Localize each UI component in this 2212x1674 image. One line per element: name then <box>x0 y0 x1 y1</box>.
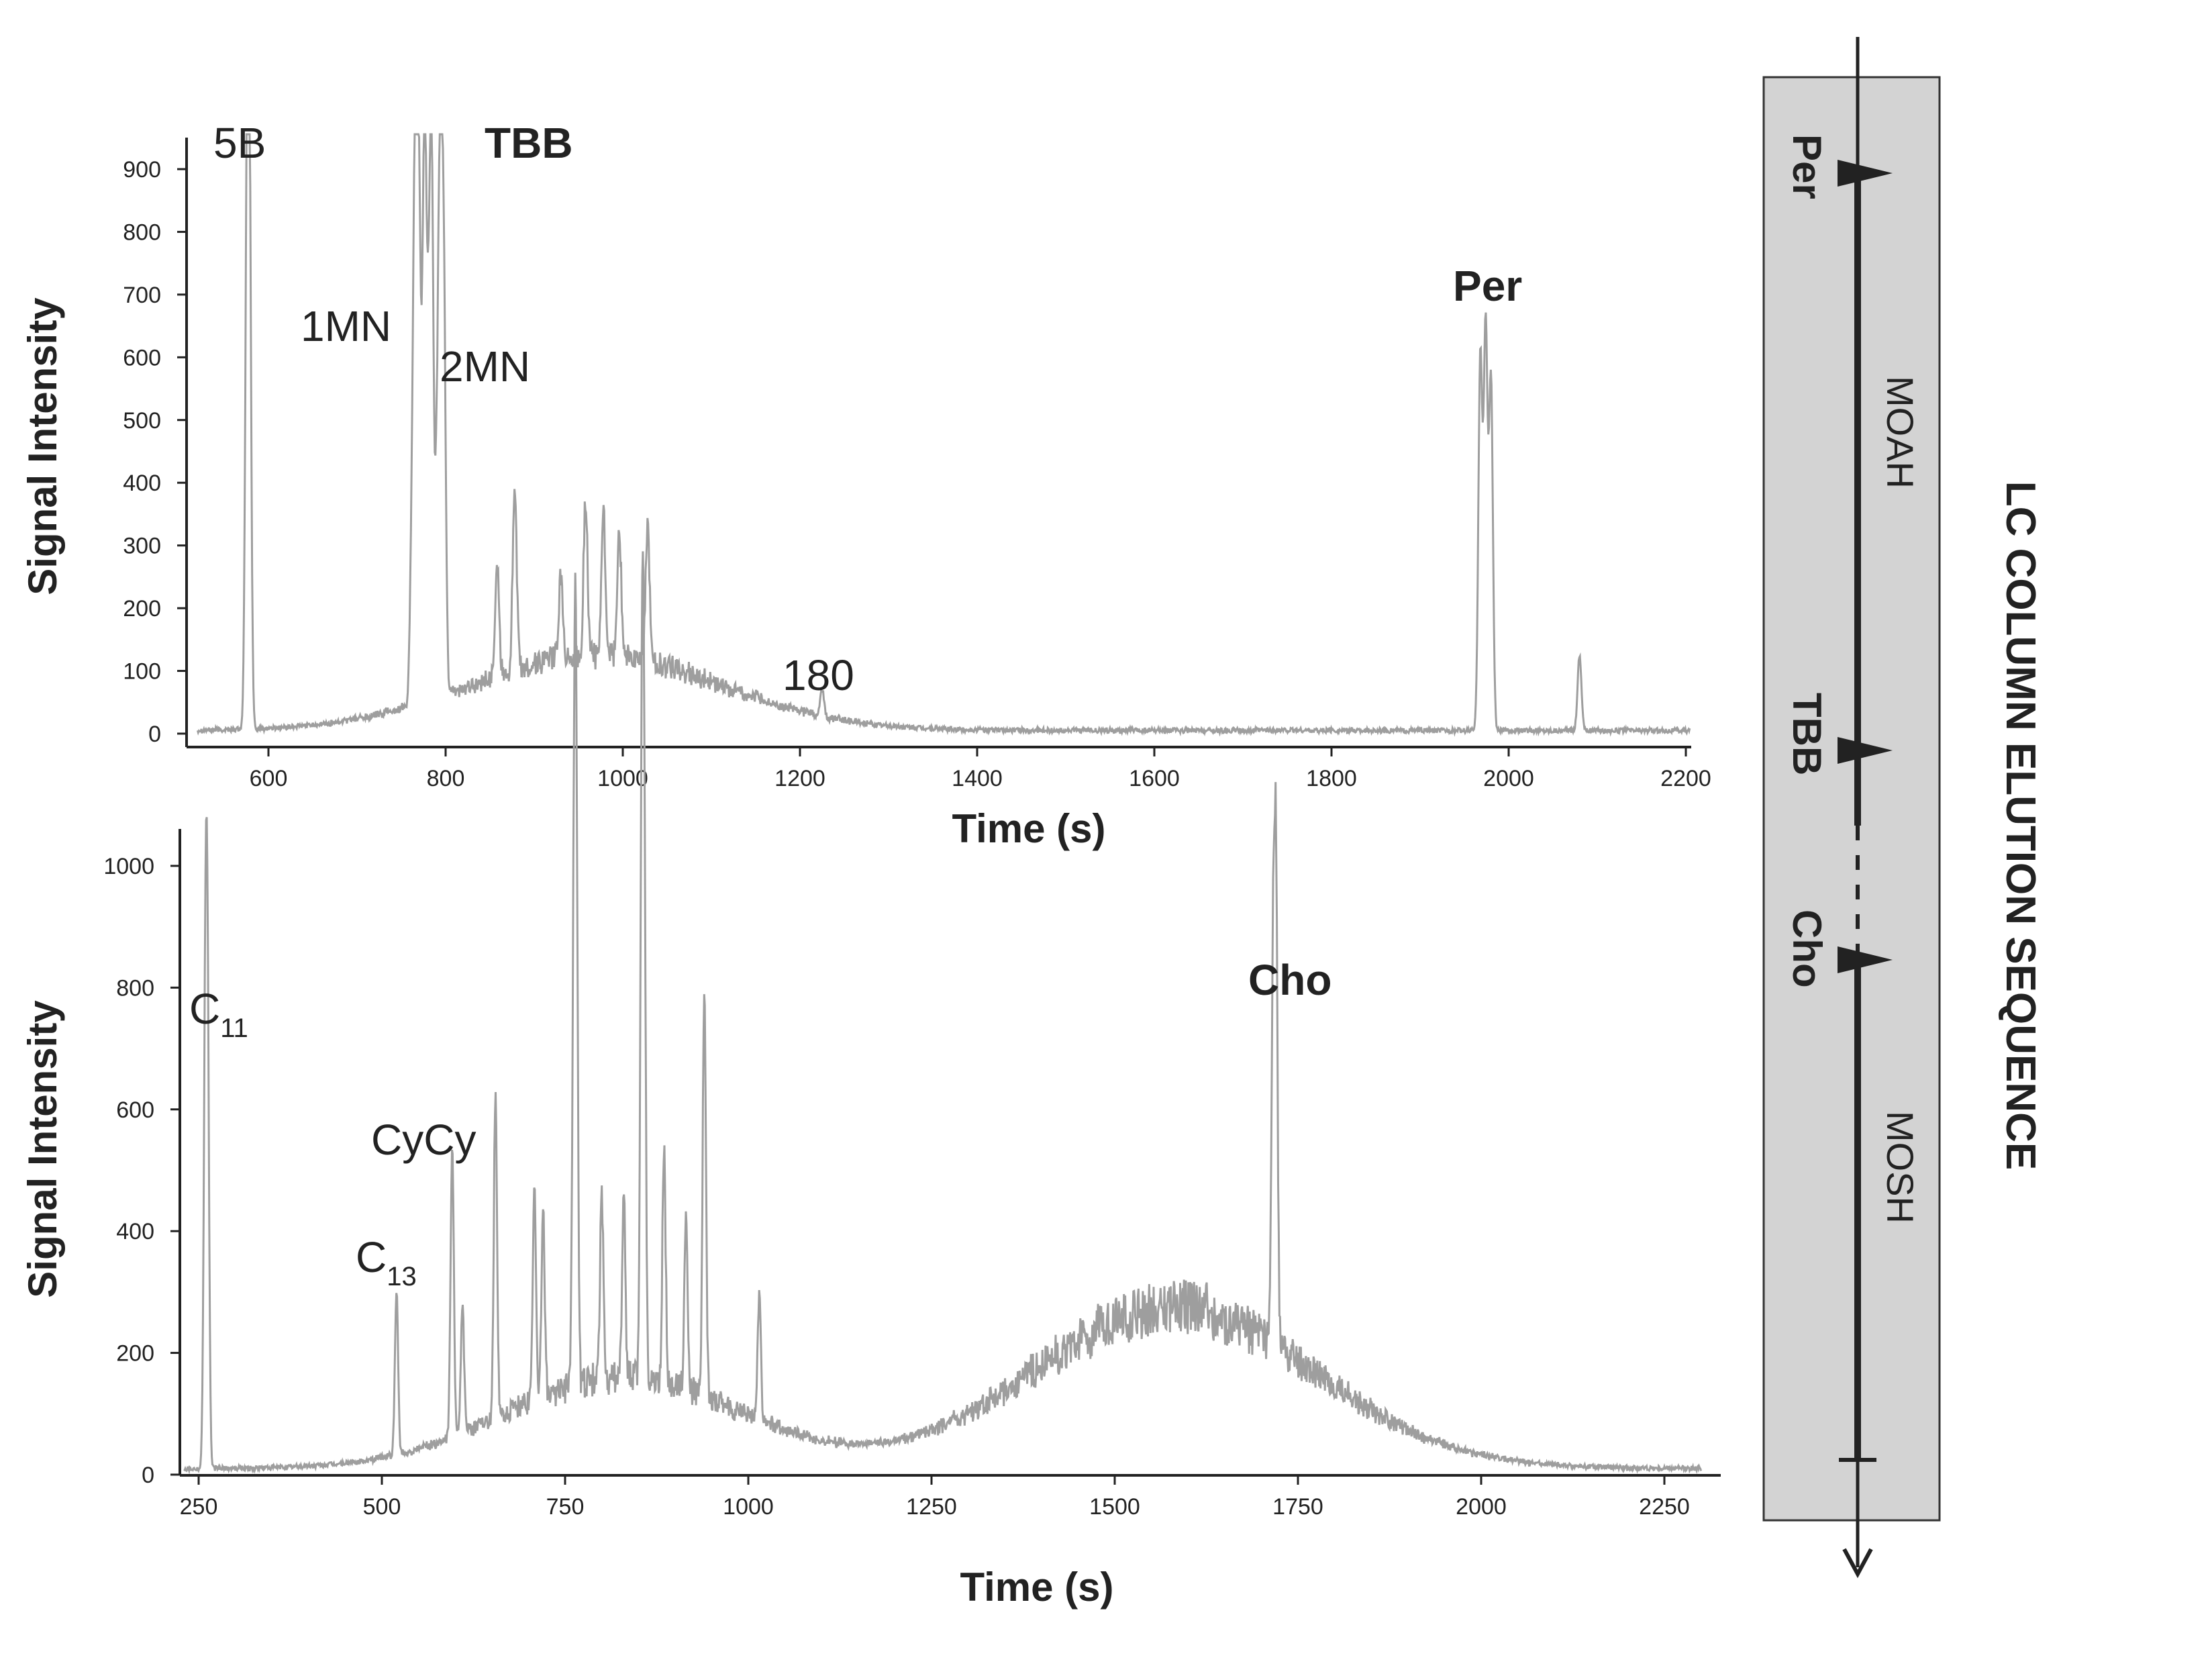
top-y-axis-title: Signal Intensity <box>20 297 65 595</box>
bottom-y-tick-label: 800 <box>116 975 154 1001</box>
sequence-marker-per: Per <box>1784 134 1829 199</box>
bottom-chart-panel: 250 500 750 1000 1250 1500 1750 2000 2250 020040… <box>20 551 1721 1610</box>
sequence-region-mosh: MOSH <box>1879 1111 1921 1224</box>
annotation-5b: 5B <box>213 119 266 167</box>
bottom-chromatogram-line <box>183 551 1703 1475</box>
elution-sequence-panel: Per TBB Cho MOAH MOSH LC COLUMN ELUTION … <box>1762 37 2044 1579</box>
annotation-180: 180 <box>783 651 854 699</box>
bottom-x-tick-label: 1750 <box>1272 1494 1323 1520</box>
top-y-ticks: 0 100 200 300 400 500 600 700 800 900 <box>123 157 187 747</box>
bottom-x-tick-label: 1500 <box>1089 1494 1140 1520</box>
sequence-down-arrow-icon <box>1842 1548 1873 1579</box>
bottom-x-ticks: 250 500 750 1000 1250 1500 1750 2000 2250 <box>180 1475 1690 1520</box>
top-x-tick-label: 2200 <box>1660 766 1711 791</box>
top-x-axis-title: Time (s) <box>952 806 1106 851</box>
top-y-tick-label: 0 <box>148 722 161 747</box>
sequence-marker-tbb: TBB <box>1784 693 1829 775</box>
top-x-tick-label: 1600 <box>1129 766 1180 791</box>
annotation-1mn: 1MN <box>301 302 391 350</box>
bottom-x-tick-label: 1000 <box>723 1494 774 1520</box>
sequence-column-box <box>1762 76 1941 1522</box>
bottom-x-axis-title: Time (s) <box>960 1565 1114 1610</box>
top-y-tick-label: 100 <box>123 659 161 685</box>
top-x-tick-label: 600 <box>250 766 288 791</box>
top-x-ticks: 600 800 1000 1200 1400 1600 1800 2000 2200 <box>250 747 1711 791</box>
top-y-tick-label: 400 <box>123 471 161 496</box>
annotation-tbb-top: TBB <box>485 119 573 167</box>
top-x-tick-label: 1400 <box>952 766 1003 791</box>
top-chart-panel: 600 800 1000 1200 1400 1600 1800 2000 2200 0 100 2… <box>20 119 1711 851</box>
annotation-per-top: Per <box>1453 262 1522 310</box>
sequence-region-moah: MOAH <box>1879 376 1921 489</box>
bottom-x-tick-label: 750 <box>546 1494 585 1520</box>
top-chromatogram-line <box>196 133 1691 737</box>
bottom-x-tick-label: 500 <box>363 1494 401 1520</box>
top-x-tick-label: 1800 <box>1306 766 1357 791</box>
top-y-tick-label: 700 <box>123 283 161 308</box>
bottom-y-tick-label: 200 <box>116 1341 154 1367</box>
top-y-tick-label: 800 <box>123 219 161 245</box>
marker-per-arrow-icon <box>1838 160 1893 187</box>
top-y-tick-label: 900 <box>123 157 161 183</box>
top-y-tick-label: 300 <box>123 534 161 559</box>
marker-cho-arrow-icon <box>1838 946 1893 973</box>
bottom-x-tick-label: 2000 <box>1456 1494 1507 1520</box>
bottom-y-axis-title: Signal Intensity <box>20 1000 65 1298</box>
top-x-tick-label: 1000 <box>597 766 648 791</box>
annotation-c11: C11 <box>189 985 248 1043</box>
bottom-y-ticks: 0 200 400 600 800 1000 <box>103 854 180 1488</box>
bottom-x-tick-label: 1250 <box>906 1494 957 1520</box>
sequence-title: LC COLUMN ELUTION SEQUENCE <box>1997 481 2044 1170</box>
top-x-tick-label: 2000 <box>1483 766 1534 791</box>
annotation-c13: C13 <box>356 1233 417 1291</box>
top-x-tick-label: 1200 <box>774 766 825 791</box>
bottom-y-tick-label: 0 <box>142 1463 154 1488</box>
bottom-y-tick-label: 400 <box>116 1219 154 1244</box>
marker-tbb-arrow-icon <box>1838 737 1893 764</box>
sequence-marker-cho: Cho <box>1784 909 1829 988</box>
top-x-tick-label: 800 <box>427 766 465 791</box>
annotation-cho-bottom: Cho <box>1248 956 1331 1004</box>
top-y-tick-label: 500 <box>123 408 161 434</box>
bottom-y-tick-label: 600 <box>116 1097 154 1123</box>
annotation-2mn: 2MN <box>440 342 530 391</box>
bottom-x-tick-label: 250 <box>180 1494 218 1520</box>
top-y-tick-label: 200 <box>123 596 161 622</box>
bottom-y-tick-label: 1000 <box>103 854 154 879</box>
annotation-cycy: CyCy <box>371 1116 476 1164</box>
bottom-x-tick-label: 2250 <box>1639 1494 1690 1520</box>
top-y-tick-label: 600 <box>123 345 161 371</box>
